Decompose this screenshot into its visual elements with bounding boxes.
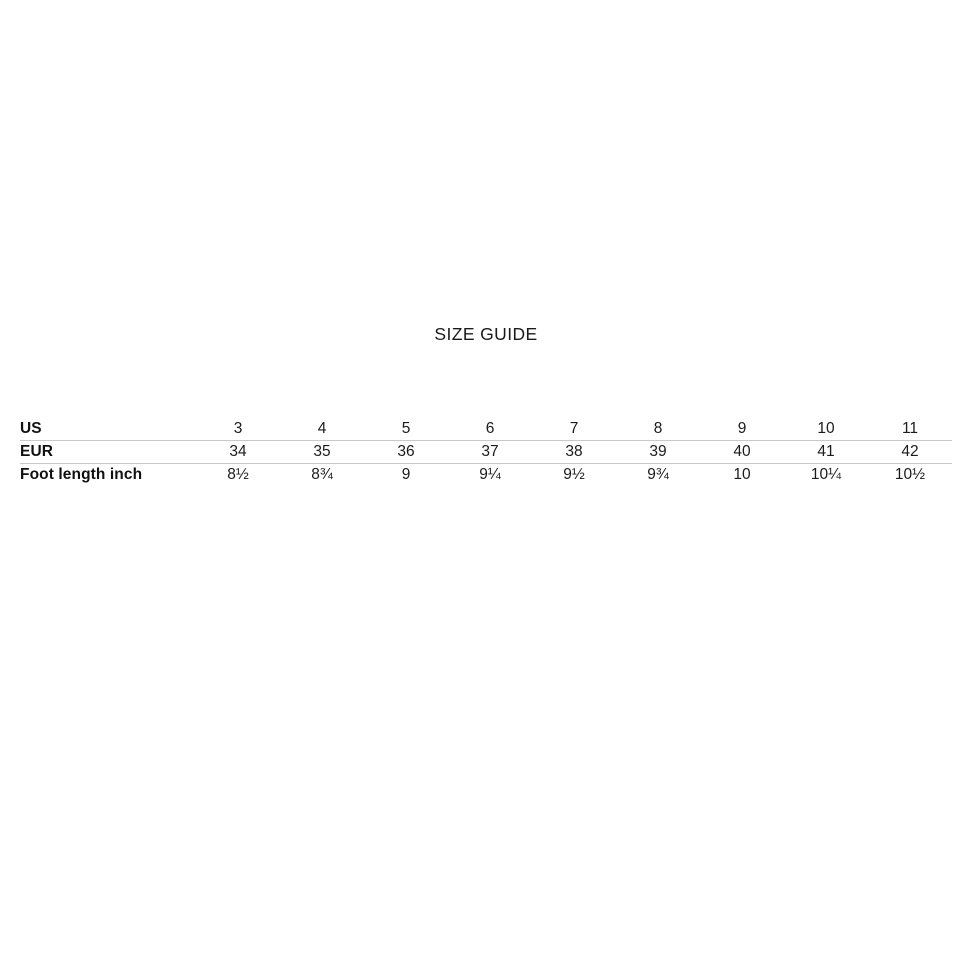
row-label-eur: EUR (20, 440, 196, 464)
row-label-us: US (20, 420, 42, 437)
cell-eur-2: 36 (364, 440, 448, 464)
page-title: SIZE GUIDE (434, 324, 538, 344)
cell-foot-0: 8½ (196, 463, 280, 496)
cell-us-7: 10 (817, 420, 835, 437)
cell-eur-8: 42 (868, 440, 952, 464)
cell-eur-4: 38 (532, 440, 616, 464)
cell-us-8: 11 (901, 420, 919, 437)
cell-us-3: 6 (485, 420, 495, 437)
cell-eur-0: 34 (196, 440, 280, 464)
cell-eur-7: 41 (784, 440, 868, 464)
cell-foot-5: 9¾ (616, 463, 700, 496)
cell-eur-5: 39 (616, 440, 700, 464)
cell-foot-2: 9 (364, 463, 448, 496)
table-row: US 3 4 5 6 7 8 9 10 11 (20, 418, 952, 441)
cell-us-1: 4 (317, 420, 327, 437)
cell-us-4: 7 (569, 420, 579, 437)
cell-us-5: 8 (653, 420, 663, 437)
cell-foot-8: 10½ (868, 463, 952, 496)
row-label-foot-length: Foot length inch (20, 463, 196, 496)
size-guide-table: US 3 4 5 6 7 8 9 10 11 EUR 34 35 36 37 3… (20, 418, 952, 496)
cell-eur-6: 40 (700, 440, 784, 464)
cell-foot-6: 10 (700, 463, 784, 496)
cell-foot-7: 10¼ (784, 463, 868, 496)
cell-foot-1: 8¾ (280, 463, 364, 496)
cell-us-0: 3 (233, 420, 243, 437)
table-row: Foot length inch 8½ 8¾ 9 9¼ 9½ 9¾ 10 10¼… (20, 463, 952, 496)
cell-eur-1: 35 (280, 440, 364, 464)
table-row: EUR 34 35 36 37 38 39 40 41 42 (20, 440, 952, 464)
cell-foot-4: 9½ (532, 463, 616, 496)
cell-us-6: 9 (737, 420, 747, 437)
cell-us-2: 5 (401, 420, 411, 437)
cell-eur-3: 37 (448, 440, 532, 464)
cell-foot-3: 9¼ (448, 463, 532, 496)
